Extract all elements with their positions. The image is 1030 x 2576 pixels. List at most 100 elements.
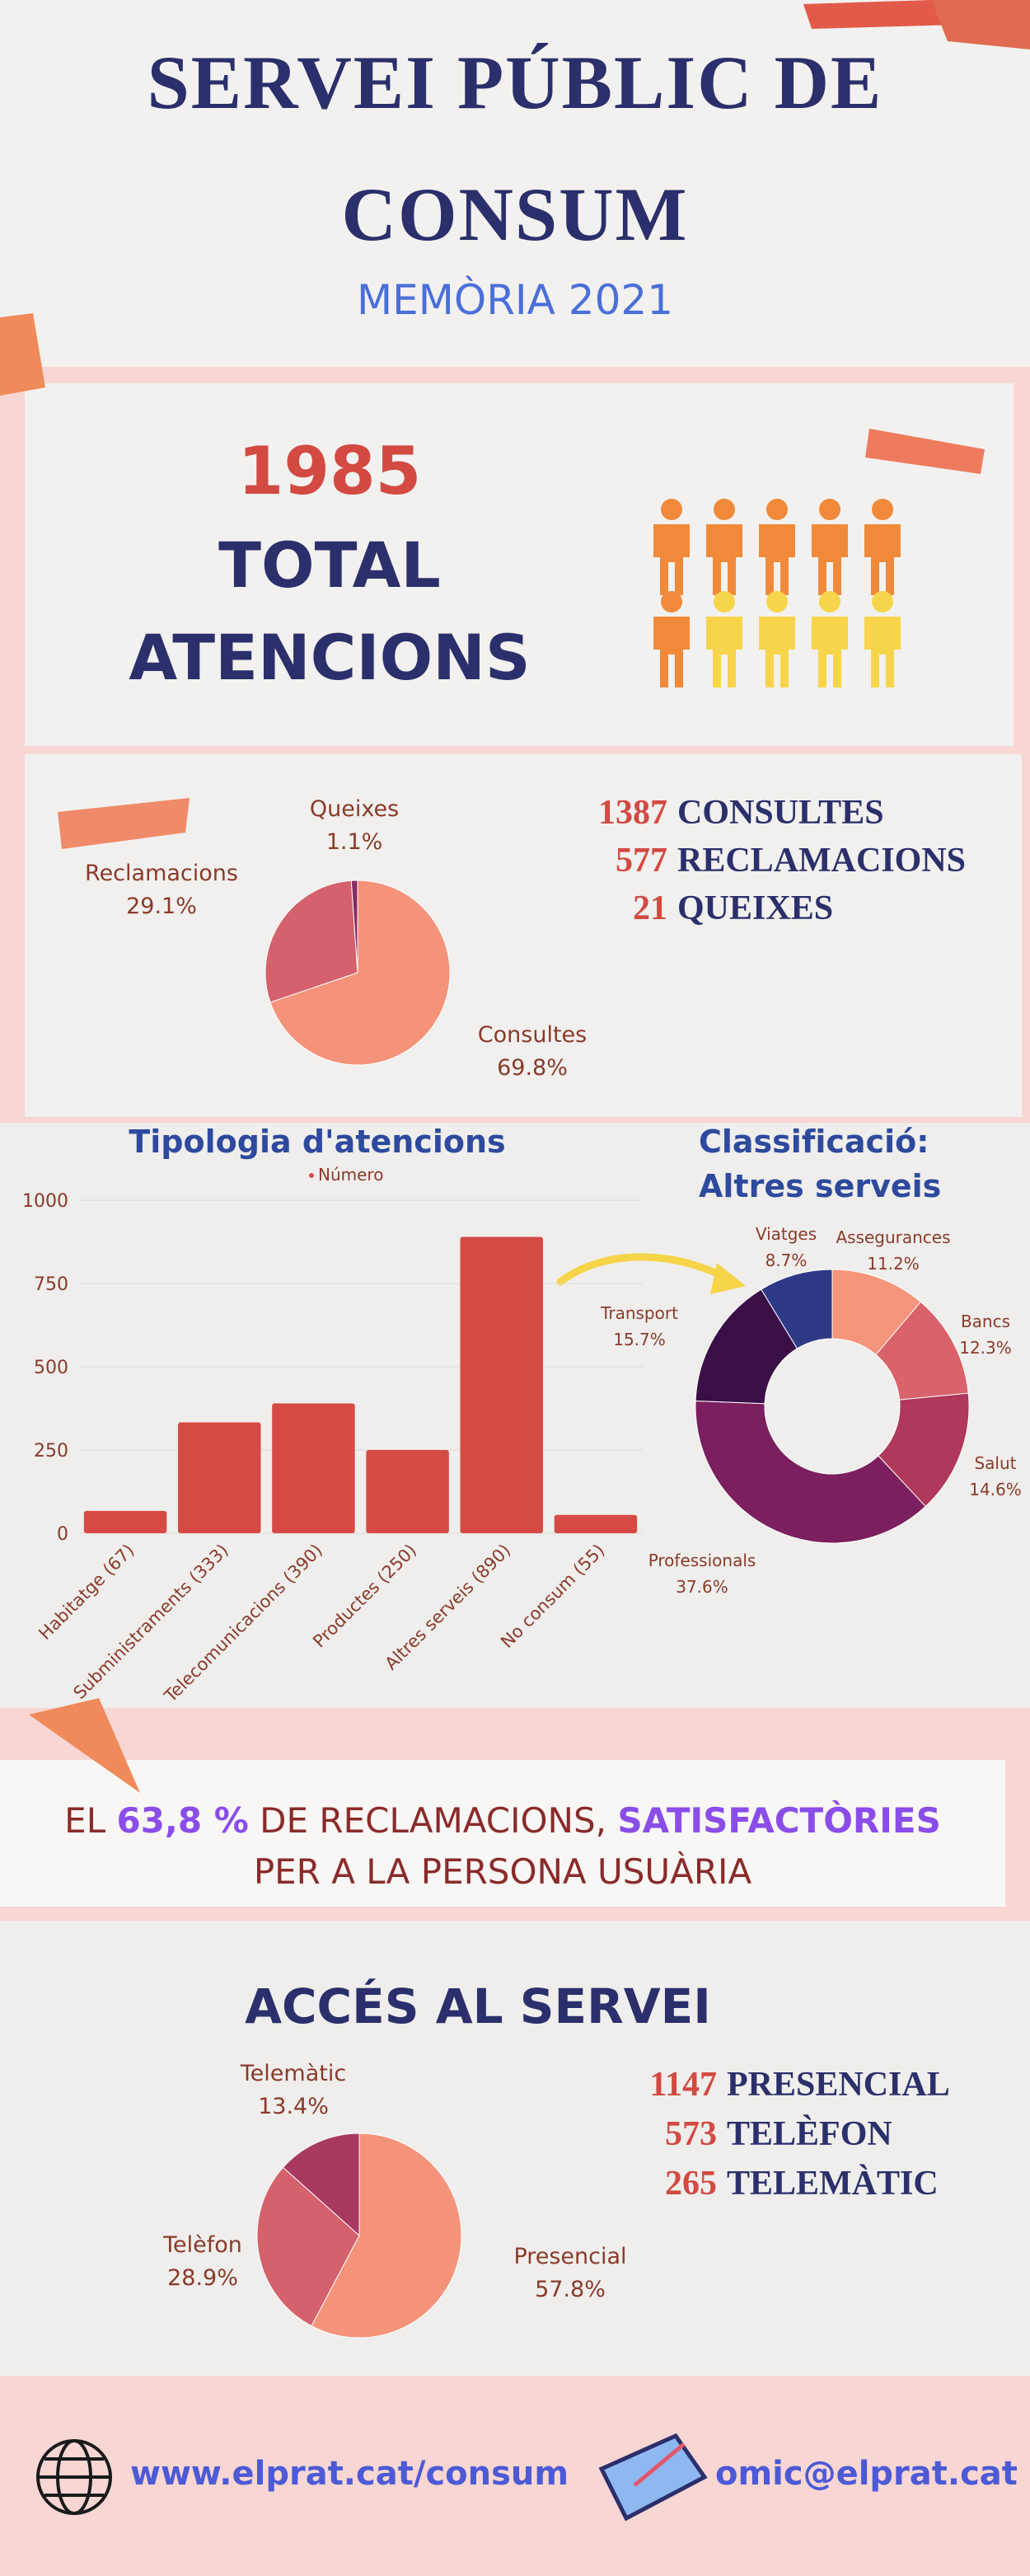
person-icon xyxy=(759,524,795,595)
header-bg xyxy=(0,0,1030,367)
person-icon xyxy=(661,499,682,520)
slice-label: Consultes xyxy=(478,1022,587,1048)
slice-label: Queixes xyxy=(310,796,399,822)
tablet-icon xyxy=(598,2433,708,2522)
person-icon xyxy=(714,499,735,520)
person-icon xyxy=(706,524,742,595)
tablet-icon xyxy=(633,2442,686,2487)
bar xyxy=(272,1403,355,1533)
legend-label: Número xyxy=(318,1165,383,1185)
pie-slice xyxy=(269,880,451,1066)
banner-text: EL xyxy=(64,1800,106,1841)
count-row: 1387 CONSULTES xyxy=(577,793,966,841)
arrow xyxy=(556,1253,737,1286)
count-value: 1147 xyxy=(649,2066,717,2104)
pie-slice xyxy=(695,1288,798,1405)
person-icon xyxy=(766,499,788,520)
title: SERVEI PÚBLIC DE CONSUM xyxy=(147,40,883,256)
person-icon xyxy=(872,499,893,520)
bar xyxy=(178,1422,261,1533)
panel-bg xyxy=(25,754,1022,1117)
slice-label: Professionals xyxy=(648,1551,756,1570)
count-value: 265 xyxy=(665,2165,717,2203)
count-row: 21 QUEIXES xyxy=(577,889,966,936)
count-label: TELEMÀTIC xyxy=(727,2165,939,2203)
person-icon xyxy=(819,499,840,520)
brush-stroke xyxy=(865,429,985,474)
slice-value: 37.6% xyxy=(676,1577,728,1597)
person-icon xyxy=(653,617,690,687)
slice-label: Viatges xyxy=(756,1224,817,1244)
person-icon xyxy=(706,617,742,687)
count-label: TELÈFON xyxy=(727,2115,892,2153)
slice-label: Bancs xyxy=(961,1311,1010,1331)
brush-stroke xyxy=(29,1698,140,1793)
website[interactable]: www.elprat.cat/consum xyxy=(130,2455,569,2493)
slice-label: Presencial xyxy=(513,2244,626,2269)
pie-slice xyxy=(311,2133,462,2339)
pie-slice xyxy=(761,1269,833,1349)
slice-value: 28.9% xyxy=(167,2265,238,2291)
person-icon xyxy=(864,524,901,595)
y-tick-label: 750 xyxy=(34,1274,68,1295)
brush-stroke xyxy=(931,0,1030,49)
y-tick-label: 250 xyxy=(34,1441,68,1462)
email[interactable]: omic@elprat.cat xyxy=(715,2455,1018,2493)
y-tick-label: 0 xyxy=(57,1524,68,1545)
slice-label: Reclamacions xyxy=(85,861,238,886)
slice-label: Telemàtic xyxy=(240,2061,346,2086)
pie-slice xyxy=(695,1400,926,1544)
legend-marker xyxy=(309,1173,314,1178)
count-label: CONSULTES xyxy=(677,794,884,832)
slice-value: 8.7% xyxy=(765,1250,808,1270)
banner-highlight: SATISFACTÒRIES xyxy=(617,1800,941,1841)
count-row: 265 TELEMÀTIC xyxy=(626,2164,950,2213)
slice-value: 1.1% xyxy=(326,829,383,855)
pie-slice xyxy=(256,2166,360,2327)
access-counts: 1147 PRESENCIAL 573 TELÈFON 265 TELEMÀTIC xyxy=(626,2065,950,2213)
satisfaction-banner: EL 63,8 % DE RECLAMACIONS, SATISFACTÒRIE… xyxy=(0,1795,1005,1898)
chart-title: Tipologia d'atencions xyxy=(129,1124,506,1160)
bar xyxy=(366,1450,449,1533)
count-label: QUEIXES xyxy=(677,889,834,927)
pie-slice xyxy=(265,880,358,1003)
person-icon xyxy=(864,617,901,687)
section-title: ACCÉS AL SERVEI xyxy=(245,1978,711,2034)
panel-bg xyxy=(0,1921,1030,2376)
total-value: 1985 xyxy=(237,433,422,509)
pie-slice xyxy=(878,1392,970,1508)
brush-stroke xyxy=(803,0,956,29)
total-label: TOTAL ATENCIONS xyxy=(129,528,531,694)
pie-slice xyxy=(282,2133,360,2237)
banner-highlight: 63,8 % xyxy=(116,1800,249,1841)
count-value: 1387 xyxy=(598,794,667,832)
pie-slice xyxy=(350,880,358,974)
count-value: 21 xyxy=(633,889,667,927)
bar xyxy=(83,1510,167,1533)
slice-label: Telèfon xyxy=(162,2232,242,2258)
bar xyxy=(554,1514,638,1533)
slice-label: Assegurances xyxy=(836,1227,950,1247)
banner-text: DE RECLAMACIONS, xyxy=(260,1800,606,1841)
arrow-head xyxy=(710,1263,746,1294)
subtitle: MEMÒRIA 2021 xyxy=(356,276,674,324)
brush-stroke xyxy=(0,313,45,396)
count-label: RECLAMACIONS xyxy=(677,842,967,880)
brush-stroke xyxy=(58,798,190,849)
bar xyxy=(460,1236,543,1533)
slice-value: 29.1% xyxy=(126,894,197,919)
slice-value: 14.6% xyxy=(969,1480,1022,1499)
panel-bg xyxy=(25,383,1014,746)
slice-value: 12.3% xyxy=(959,1338,1012,1358)
y-tick-label: 1000 xyxy=(22,1191,68,1212)
person-icon xyxy=(661,591,682,612)
slice-value: 69.8% xyxy=(497,1055,568,1081)
slice-value: 13.4% xyxy=(258,2094,329,2119)
attention-counts: 1387 CONSULTES 577 RECLAMACIONS 21 QUEIXES xyxy=(577,793,966,936)
count-row: 573 TELÈFON xyxy=(626,2114,950,2164)
person-icon xyxy=(819,591,840,612)
y-tick-label: 500 xyxy=(34,1358,68,1378)
person-icon xyxy=(759,617,795,687)
